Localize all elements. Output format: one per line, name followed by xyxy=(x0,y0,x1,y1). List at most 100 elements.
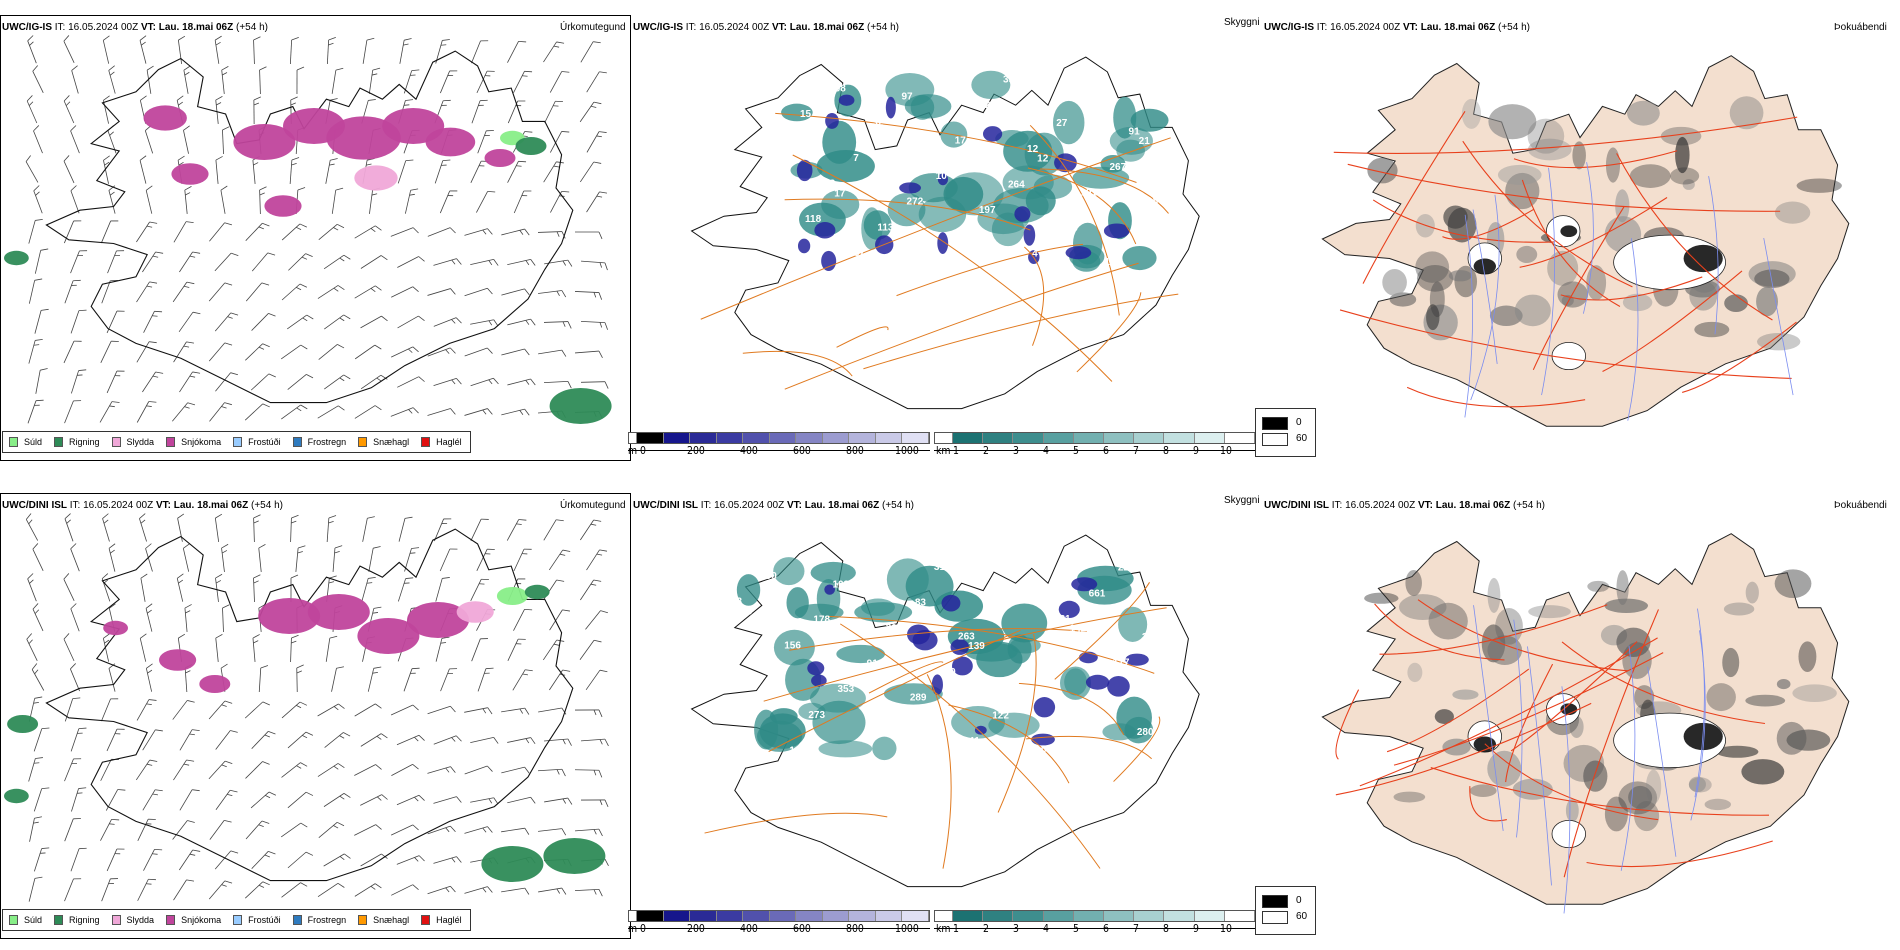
wind-barb xyxy=(208,282,233,302)
fog-index-shade xyxy=(1547,250,1579,286)
fog-index-shade xyxy=(1364,592,1399,604)
cloudbase-value-label: 190 xyxy=(760,571,777,582)
wind-barb xyxy=(296,664,304,693)
river-line xyxy=(1763,237,1794,396)
visibility-tick-label: 10 xyxy=(1220,444,1232,457)
low-visibility-area xyxy=(812,700,866,745)
fog-index-shade xyxy=(1489,305,1523,326)
it-value: 16.05.2024 00Z xyxy=(699,22,770,33)
precip-panel-title: UWC/DINI ISL IT: 16.05.2024 00Z VT: Lau.… xyxy=(2,500,283,512)
wind-barb xyxy=(34,308,49,334)
cloudbase-colorbar-segment xyxy=(796,911,823,921)
wind-barb xyxy=(574,291,603,300)
road-line xyxy=(1339,309,1792,379)
road-line xyxy=(836,326,889,348)
precip-type-legend: Súld Rigning Slydda Snjókoma Frostúði Frostre… xyxy=(2,909,471,931)
legend-swatch xyxy=(233,915,243,925)
wind-barb xyxy=(102,633,110,662)
wind-barb xyxy=(331,67,344,94)
wind-barb xyxy=(506,519,527,541)
wind-barb xyxy=(579,519,602,541)
road-line xyxy=(868,661,944,694)
wind-barb xyxy=(63,95,75,124)
low-cloudbase-area xyxy=(1107,675,1130,697)
low-visibility-area xyxy=(872,736,897,761)
cloudbase-value-label: 139 xyxy=(987,606,1004,617)
wind-barb xyxy=(145,543,153,572)
precip-sleet-area xyxy=(456,601,494,623)
fog-index-shade xyxy=(1527,138,1572,161)
fog-index-shade xyxy=(1583,760,1608,792)
wind-barb xyxy=(288,253,313,271)
wind-barb xyxy=(136,221,158,243)
vt-label: VT: xyxy=(1417,500,1433,511)
low-cloudbase-area xyxy=(974,725,987,735)
cloudbase-value-label: 167 xyxy=(747,265,764,276)
low-visibility-area xyxy=(821,190,860,220)
low-visibility-area xyxy=(995,130,1029,148)
wind-barb xyxy=(362,516,375,542)
wind-barb xyxy=(575,350,603,359)
fog-index-shade xyxy=(1660,126,1702,146)
cloudbase-value-label: 21 xyxy=(1139,136,1151,147)
legend-label: Súld xyxy=(24,437,43,447)
wind-barb xyxy=(396,734,425,746)
wind-barb xyxy=(580,381,609,389)
cloudbase-value-label: 289 xyxy=(1142,632,1159,643)
visibility-tick-label: 7 xyxy=(1133,444,1139,457)
road-line xyxy=(1682,321,1797,393)
road-line xyxy=(1018,682,1125,736)
wind-barb xyxy=(360,794,388,806)
legend-label: Frostregn xyxy=(307,915,347,925)
wind-barb xyxy=(32,65,44,93)
precip-snow-area xyxy=(258,598,321,634)
fog-index-shade xyxy=(1776,721,1807,755)
wind-barb xyxy=(361,576,376,602)
visibility-map: 3220297167187886384427129115973921417211… xyxy=(690,56,1200,410)
wind-barb xyxy=(439,548,458,572)
cloudbase-value-label: 280 xyxy=(1137,727,1154,738)
fog-index-shade xyxy=(1689,280,1718,311)
cloudbase-value-label: 202 xyxy=(886,623,903,634)
road-line xyxy=(839,623,1101,869)
fog-index-shade xyxy=(1514,294,1551,327)
precip-snow-area xyxy=(425,127,476,157)
wind-barb xyxy=(281,762,308,778)
cloudbase-value-label: 103 xyxy=(832,579,849,590)
wind-barb xyxy=(70,250,88,274)
legend-swatch xyxy=(111,437,121,447)
wind-barb xyxy=(464,408,493,416)
wind-barb xyxy=(512,669,533,691)
low-cloudbase-area xyxy=(941,594,961,612)
low-cloudbase-area xyxy=(807,661,825,676)
wind-barb xyxy=(136,401,157,423)
low-cloudbase-area xyxy=(950,639,970,655)
cloudbase-value-label: 14 xyxy=(1104,257,1116,268)
cloudbase-value-label: 97 xyxy=(1075,83,1087,94)
legend-label: Snjókoma xyxy=(181,915,222,925)
vt-value: Lau. 18.mai 06Z xyxy=(158,22,234,33)
wind-barb xyxy=(287,851,314,869)
cloudbase-tick-label: 800 xyxy=(846,922,864,935)
vt-label: VT: xyxy=(155,500,171,511)
visibility-colorbar-segment xyxy=(1073,911,1104,921)
road-line xyxy=(1024,246,1045,346)
cloudbase-value-label: 177 xyxy=(1113,658,1130,669)
river-line xyxy=(1647,666,1677,857)
precip-type-legend: Súld Rigning Slydda Snjókoma Frostúði Frostre… xyxy=(2,431,471,453)
wind-barb xyxy=(296,66,305,95)
wind-barb xyxy=(106,728,125,752)
wind-barb xyxy=(103,155,110,184)
road-line xyxy=(1362,111,1466,284)
vt-label: VT: xyxy=(786,500,802,511)
precip-sleet-area xyxy=(354,165,398,191)
visibility-tick-label: 9 xyxy=(1193,444,1199,457)
wind-barb xyxy=(507,638,526,662)
low-cloudbase-area xyxy=(1125,653,1149,666)
low-visibility-area xyxy=(1053,100,1085,145)
wind-barb xyxy=(543,161,564,183)
wind-barb xyxy=(324,374,351,390)
wind-barb xyxy=(397,315,425,329)
wind-barb xyxy=(318,821,345,839)
wind-barb xyxy=(397,159,414,184)
